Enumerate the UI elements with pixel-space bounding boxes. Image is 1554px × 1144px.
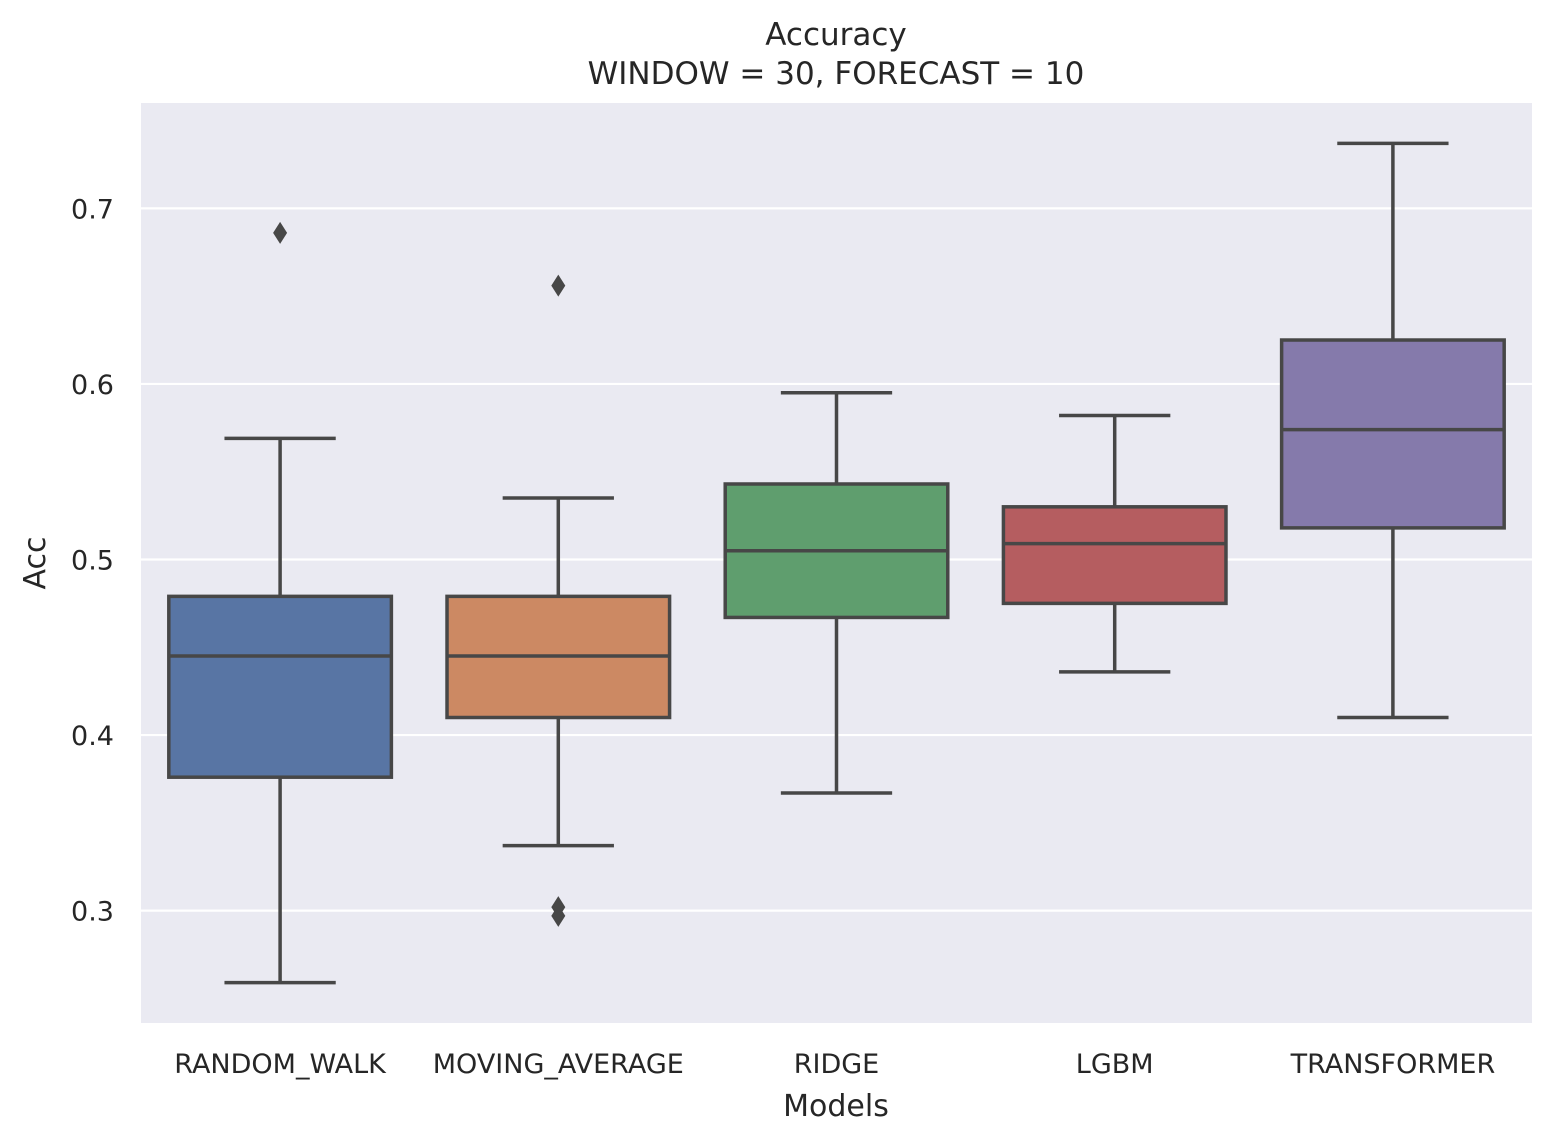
box-ridge	[723, 390, 950, 795]
chart-title: Accuracy	[765, 17, 907, 53]
x-axis-label: Models	[783, 1089, 889, 1124]
y-axis-label: Acc	[18, 537, 53, 590]
box-iqr	[1001, 505, 1228, 606]
y-tick-label: 0.5	[71, 545, 114, 576]
box-lgbm	[1001, 413, 1228, 674]
y-tick-label: 0.3	[71, 897, 114, 928]
x-tick-label: TRANSFORMER	[1290, 1049, 1496, 1080]
x-tick-label: RIDGE	[794, 1049, 880, 1080]
box-series	[167, 141, 1506, 985]
box-transformer	[1279, 141, 1506, 720]
x-tick-label: RANDOM_WALK	[174, 1049, 387, 1080]
box-moving-average	[445, 274, 672, 927]
box-iqr	[167, 594, 394, 779]
outlier-point	[551, 274, 566, 297]
y-tick-label: 0.6	[71, 370, 114, 401]
chart-subtitle: WINDOW = 30, FORECAST = 10	[588, 56, 1085, 92]
y-axis-ticks: 0.3 0.4 0.5 0.6 0.7	[71, 194, 114, 927]
x-axis-ticks: RANDOM_WALK MOVING_AVERAGE RIDGE LGBM TRANSF…	[174, 1049, 1495, 1080]
box-iqr	[1279, 338, 1506, 530]
x-tick-label: LGBM	[1076, 1049, 1154, 1080]
outlier-point	[273, 221, 288, 244]
outlier-point	[551, 904, 566, 927]
y-tick-label: 0.4	[71, 721, 114, 752]
x-tick-label: MOVING_AVERAGE	[433, 1049, 684, 1080]
box-random-walk	[167, 221, 394, 985]
y-tick-label: 0.7	[71, 194, 114, 225]
